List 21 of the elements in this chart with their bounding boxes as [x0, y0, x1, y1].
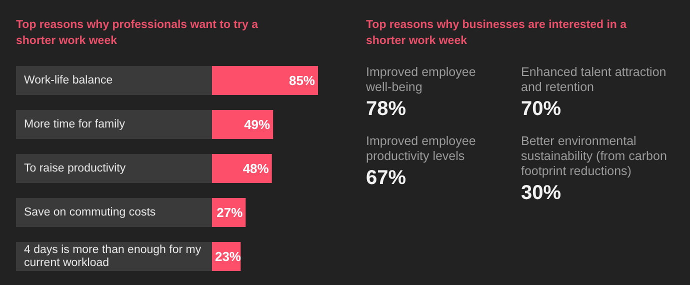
bar: [212, 154, 272, 183]
data-label: 48%: [242, 161, 270, 176]
bar: [212, 110, 274, 139]
y-tick-label: More time for family: [24, 118, 126, 130]
data-label: 27%: [216, 205, 244, 220]
data-label: 49%: [244, 117, 271, 132]
text: 30%: [521, 182, 562, 204]
category-label: Improved employee well-being: [365, 65, 476, 94]
category-label: Better environmental sustainability (from carbon footprint reductions): [521, 134, 667, 178]
text: 70%: [521, 98, 562, 120]
y-tick-label: Save on commuting costs: [24, 206, 156, 218]
text: 67%: [366, 167, 406, 189]
text: 78%: [366, 98, 406, 120]
y-tick-label: 4 days is more than enough for my current workload: [24, 244, 202, 269]
chart-title: Top reasons why professionals want to try a shorter work week: [16, 19, 259, 47]
category-label: Improved employee productivity levels: [366, 134, 476, 163]
y-tick-label: Work-life balance: [24, 74, 113, 86]
text: Top reasons why businesses are interested in a shorter work week: [366, 19, 628, 47]
category-label: Enhanced talent attraction and retention: [521, 65, 666, 94]
y-tick-label: To raise productivity: [24, 162, 126, 174]
data-label: 85%: [288, 73, 316, 88]
